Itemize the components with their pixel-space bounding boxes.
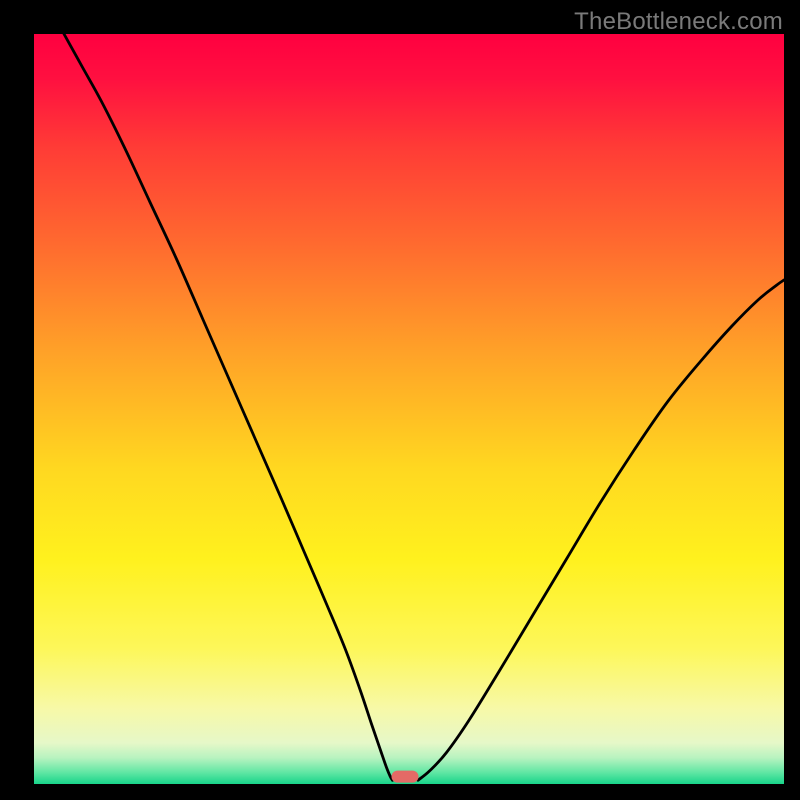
chart-frame: TheBottleneck.com <box>0 0 800 800</box>
bottleneck-curve <box>34 34 784 784</box>
curve-right-arm <box>418 280 784 780</box>
plot-area <box>34 34 784 784</box>
curve-left-arm <box>64 34 393 780</box>
optimal-marker <box>392 770 419 783</box>
watermark-text: TheBottleneck.com <box>574 8 783 36</box>
